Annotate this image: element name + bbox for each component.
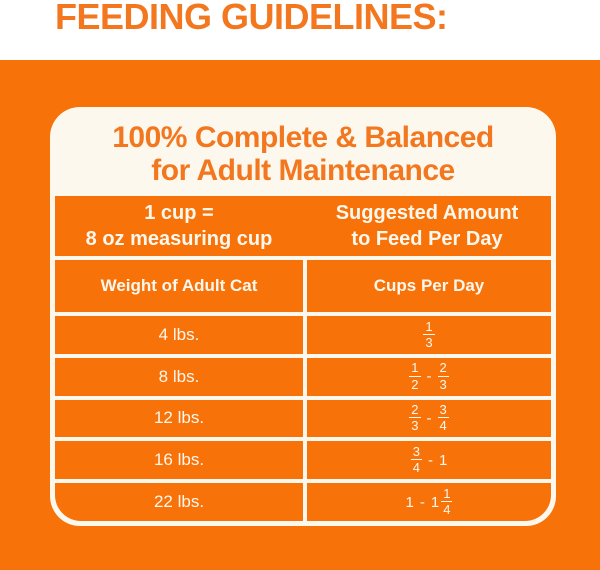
table-row: 4 lbs. 1 3 [55,316,551,354]
feeding-guidelines-card: 100% Complete & Balanced for Adult Maint… [50,107,556,526]
weight-cell: 12 lbs. [55,399,303,438]
weight-cell: 4 lbs. [55,316,303,354]
suggested-amount-line2: to Feed Per Day [351,228,503,250]
whole-number: 1 [438,451,448,469]
cups-column-header: Cups Per Day [307,260,551,312]
range-dash: - [426,409,432,427]
table-row: 22 lbs. 1-1 1 4 [55,483,551,521]
cup-equivalence-header: 1 cup = 8 oz measuring cup [55,196,303,256]
weight-column-header: Weight of Adult Cat [55,260,303,312]
suggested-amount-header: Suggested Amount to Feed Per Day [303,196,551,256]
range-dash: - [427,451,433,469]
table-row: 8 lbs. 1 2-2 3 [55,357,551,396]
table-row: 16 lbs. 3 4-1 [55,441,551,480]
cup-equivalence-line1: 1 cup = [144,202,214,224]
whole-number: 1 [405,493,414,511]
whole-number: 1 [430,493,440,511]
range-dash: - [426,368,432,386]
range-dash: - [419,493,425,511]
feeding-table: 1 cup = 8 oz measuring cup Suggested Amo… [55,196,551,521]
suggested-amount-line1: Suggested Amount [335,202,519,224]
table-row: 12 lbs. 2 3-3 4 [55,399,551,438]
table-header-band: 1 cup = 8 oz measuring cup Suggested Amo… [55,196,551,256]
weight-cell: 16 lbs. [55,441,303,480]
cup-equivalence-line2: 8 oz measuring cup [85,228,273,250]
card-title-line1: 100% Complete & Balanced [112,121,494,154]
page-title: FEEDING GUIDELINES: [55,0,448,37]
card-title-line2: for Adult Maintenance [151,154,455,187]
weight-cell: 8 lbs. [55,357,303,396]
card-title: 100% Complete & Balanced for Adult Maint… [55,112,551,196]
weight-cell: 22 lbs. [55,483,303,521]
column-header-row: Weight of Adult Cat Cups Per Day [55,260,551,312]
